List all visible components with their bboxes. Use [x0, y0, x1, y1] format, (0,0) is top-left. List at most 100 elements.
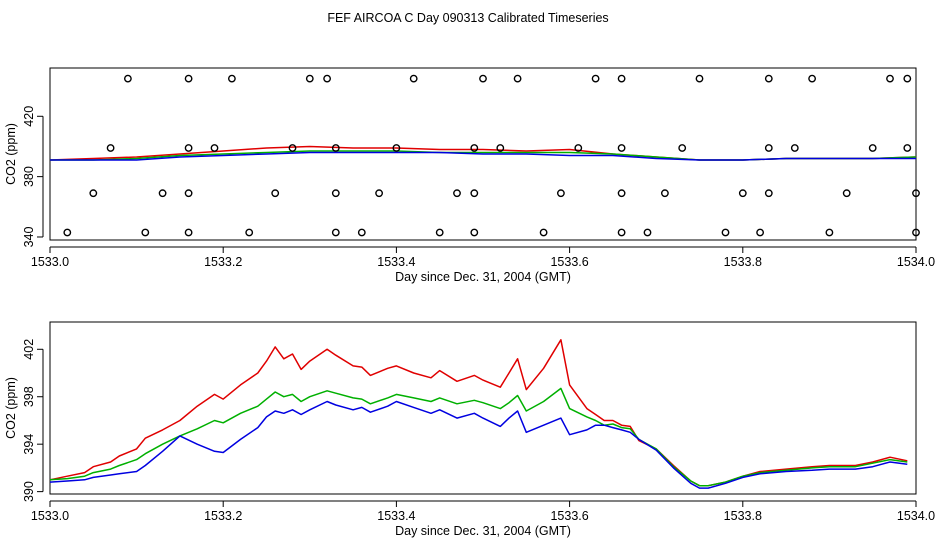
plot-frame — [49, 321, 917, 495]
data-point-marker — [903, 74, 912, 83]
y-tick-label: 420 — [22, 106, 36, 127]
y-tick-label: 380 — [22, 166, 36, 187]
data-point-marker — [106, 144, 115, 152]
data-point-marker — [141, 228, 150, 237]
data-point-marker — [643, 228, 652, 237]
data-point-marker — [357, 228, 366, 237]
data-point-marker — [617, 144, 626, 152]
data-point-marker — [825, 228, 834, 237]
data-point-marker — [557, 189, 565, 198]
x-axis: 1533.0 1533.2 1533.4 1533.6 1533.8 1534.0 — [31, 246, 935, 269]
data-point-marker — [271, 189, 280, 198]
y-axis-label: CO2 (ppm) — [4, 123, 18, 185]
data-point-marker — [331, 144, 340, 152]
y-axis-label: CO2 (ppm) — [4, 377, 18, 439]
data-point-marker — [617, 228, 626, 237]
data-point-marker — [591, 74, 600, 83]
x-tick-label: 1533.2 — [204, 509, 242, 523]
data-point-marker — [764, 144, 773, 152]
x-axis: 1533.0 1533.2 1533.4 1533.6 1533.8 1534.0 — [31, 500, 935, 523]
data-point-marker — [305, 74, 314, 83]
x-tick-label: 1533.0 — [31, 255, 69, 269]
data-point-marker — [184, 228, 193, 237]
data-point-marker — [868, 144, 877, 152]
data-point-marker — [89, 189, 98, 198]
series-group — [49, 339, 908, 489]
y-tick-label: 402 — [22, 339, 36, 360]
data-point-marker — [790, 144, 799, 152]
y-tick-label: 390 — [22, 481, 36, 502]
x-axis-label: Day since Dec. 31, 2004 (GMT) — [395, 524, 571, 538]
data-point-marker — [912, 228, 920, 237]
data-point-marker — [617, 74, 626, 83]
data-point-marker — [617, 189, 626, 198]
data-point-marker — [184, 74, 193, 83]
data-point-marker — [331, 228, 340, 237]
data-point-marker — [245, 228, 254, 237]
data-point-marker — [184, 144, 193, 152]
series-line-red — [49, 339, 908, 487]
data-point-marker — [375, 189, 383, 198]
x-tick-label: 1533.4 — [377, 255, 415, 269]
plot-frame — [49, 67, 917, 241]
y-axis: 390 394 398 402 — [22, 339, 44, 502]
data-point-marker — [738, 189, 747, 198]
data-point-marker — [721, 228, 730, 237]
data-point-marker — [470, 144, 479, 152]
top-panel: 1533.0 1533.2 1533.4 1533.6 1533.8 1534.0 340… — [4, 67, 935, 284]
x-tick-label: 1533.0 — [31, 509, 69, 523]
data-point-marker — [392, 144, 401, 152]
y-axis: 340 380 420 — [22, 106, 44, 248]
data-point-marker — [695, 74, 704, 83]
x-tick-label: 1534.0 — [897, 509, 935, 523]
data-point-marker — [764, 189, 773, 198]
data-point-marker — [808, 74, 816, 83]
data-point-marker — [184, 189, 193, 198]
x-tick-label: 1533.2 — [204, 255, 242, 269]
x-tick-label: 1533.6 — [550, 255, 588, 269]
markers-group — [63, 74, 920, 237]
figure-title: FEF AIRCOA C Day 090313 Calibrated Times… — [327, 11, 608, 25]
data-point-marker — [479, 74, 487, 83]
data-point-marker — [158, 189, 167, 198]
data-point-marker — [886, 74, 894, 83]
data-point-marker — [409, 74, 418, 83]
x-tick-label: 1533.4 — [377, 509, 415, 523]
series-line-green — [49, 387, 908, 487]
bottom-panel: 1533.0 1533.2 1533.4 1533.6 1533.8 1534.0 390… — [4, 321, 935, 538]
data-point-marker — [470, 228, 479, 237]
y-tick-label: 398 — [22, 386, 36, 407]
series-line-blue — [49, 400, 908, 489]
data-point-marker — [756, 228, 764, 237]
series-group — [49, 145, 917, 161]
data-point-marker — [323, 74, 331, 83]
data-point-marker — [288, 144, 297, 152]
data-point-marker — [210, 144, 219, 152]
series-line-blue — [50, 151, 916, 161]
x-tick-label: 1533.8 — [724, 255, 762, 269]
data-point-marker — [453, 189, 461, 198]
data-point-marker — [63, 228, 72, 237]
data-point-marker — [842, 189, 851, 198]
data-point-marker — [124, 74, 132, 83]
data-point-marker — [435, 228, 444, 237]
data-point-marker — [912, 189, 920, 198]
data-point-marker — [678, 144, 687, 152]
data-point-marker — [539, 228, 548, 237]
data-point-marker — [227, 74, 236, 83]
data-point-marker — [764, 74, 773, 83]
data-point-marker — [331, 189, 340, 198]
x-axis-label: Day since Dec. 31, 2004 (GMT) — [395, 270, 571, 284]
data-point-marker — [470, 189, 479, 198]
x-tick-label: 1533.6 — [550, 509, 588, 523]
y-tick-label: 394 — [22, 434, 36, 455]
x-tick-label: 1533.8 — [724, 509, 762, 523]
y-tick-label: 340 — [22, 227, 36, 248]
x-tick-label: 1534.0 — [897, 255, 935, 269]
data-point-marker — [661, 189, 669, 198]
data-point-marker — [574, 144, 583, 152]
data-point-marker — [513, 74, 522, 83]
data-point-marker — [903, 144, 912, 152]
data-point-marker — [496, 144, 505, 152]
